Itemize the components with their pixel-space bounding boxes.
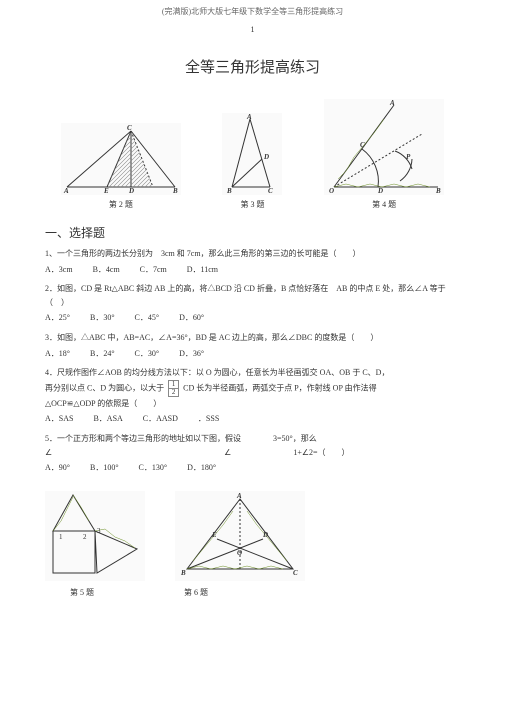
q5-options: A．90° B．100° C．130° D．180° [45,461,460,475]
svg-text:E: E [103,187,109,195]
section-1-title: 一、选择题 [45,224,505,241]
svg-text:D: D [263,153,269,161]
q4-text: 4．尺规作图作∠AOB 的均分线方法以下：以 O 为圆心，任意长为半径画弧交 O… [45,366,460,410]
q1-opt-d: D．11cm [187,265,218,274]
figure-6-svg: A B C E D O [175,491,305,581]
svg-text:2: 2 [83,533,87,541]
svg-text:O: O [329,187,334,195]
q5-text: 5．一个正方形和两个等边三角形的地址如以下图，假设 3=50°，那么 ∠ ∠ 1… [45,432,460,459]
svg-text:A: A [63,187,69,195]
q5-line-b: 3=50°，那么 [273,434,317,443]
q2-opt-d: D．60° [179,313,204,322]
questions-body: 1、一个三角形的两边长分别为 3cm 和 7cm，那么此三角形的第三边的长可能是… [0,247,505,475]
q4-opt-c: C．AASD [143,414,178,423]
q1-opt-b: B．4cm [93,265,120,274]
q3-text: 3．如图，△ABC 中，AB=AC，∠A=36°，BD 是 AC 边上的高，那么… [45,331,460,345]
fraction-half: 1 2 [168,380,179,397]
q4-opt-a: A．SAS [45,414,73,423]
q4-line-b: 再分别以点 C、D 为圆心，以大于 [45,383,164,392]
svg-text:A: A [236,492,242,500]
svg-text:3: 3 [97,527,101,535]
q5-opt-b: B．100° [90,463,119,472]
svg-text:O: O [237,549,242,557]
q4-line-a: 4．尺规作图作∠AOB 的均分线方法以下：以 O 为圆心，任意长为半径画弧交 O… [45,368,389,377]
svg-text:D: D [377,187,383,195]
q4-line-d: △OCP≌△ODP 的依照是（ ） [45,399,161,408]
svg-text:P: P [406,153,411,161]
q3-opt-b: B．24° [90,349,115,358]
q1-text: 1、一个三角形的两边长分别为 3cm 和 7cm，那么此三角形的第三边的长可能是… [45,247,460,261]
figures-row-bottom: 2 3 1 A B C E D O [0,481,505,581]
figure-4-svg: O B A C D P [324,99,444,195]
svg-text:E: E [211,531,217,539]
q5-pre1: ∠ [45,448,52,457]
q4-options: A．SAS B．ASA C．AASD ．SSS [45,412,460,426]
svg-text:A: A [389,99,395,107]
q4-line-c: CD 长为半径画弧，两弧交于点 P，作射线 OP 由作法得 [183,383,377,392]
figure-4: O B A C D P 第 4 题 [324,99,444,210]
figure-5-svg: 2 3 1 [45,491,145,581]
q3-opt-a: A．18° [45,349,70,358]
svg-text:A: A [246,113,252,121]
svg-text:C: C [293,569,298,577]
svg-text:D: D [262,531,268,539]
header-note: (完满版)北师大版七年级下数学全等三角形提高练习 [0,0,505,17]
figure-3: A B C D 第 3 题 [222,113,282,210]
figure-3-svg: A B C D [222,113,282,195]
q2-opt-a: A．25° [45,313,70,322]
figure-2: A D B C E 第 2 题 [61,123,181,210]
svg-text:B: B [435,187,441,195]
q1-options: A．3cm B．4cm C．7cm D．11cm [45,263,460,277]
q2-opt-b: B．30° [90,313,115,322]
q2-text: 2．如图，CD 是 Rt△ABC 斜边 AB 上的高，将△BCD 沿 CD 折叠… [45,282,460,309]
page-title: 全等三角形提高练习 [0,56,505,77]
q2-options: A．25° B．30° C．45° D．60° [45,311,460,325]
svg-text:B: B [226,187,232,195]
q5-line-c: 1+∠2=（ ） [293,448,349,457]
bottom-captions: 第 5 题 第 6 题 [0,581,505,598]
figure-5-caption: 第 5 题 [70,587,94,598]
figure-6-caption: 第 6 题 [184,587,208,598]
q4-opt-d: ．SSS [198,414,219,423]
q1-opt-a: A．3cm [45,265,73,274]
figure-2-caption: 第 2 题 [109,199,133,210]
svg-text:D: D [128,187,134,195]
q4-opt-b: B．ASA [93,414,122,423]
q5-opt-c: C．130° [139,463,168,472]
q5-line-a: 5．一个正方形和两个等边三角形的地址如以下图，假设 [45,434,241,443]
q5-pre2: ∠ [224,448,231,457]
fraction-bot: 2 [169,389,178,396]
figure-2-svg: A D B C E [61,123,181,195]
q3-opt-c: C．30° [135,349,160,358]
svg-text:B: B [180,569,186,577]
figure-3-caption: 第 3 题 [240,199,264,210]
svg-text:B: B [172,187,178,195]
page-number-top: 1 [0,25,505,34]
q5-opt-d: D．180° [187,463,216,472]
svg-text:C: C [360,141,365,149]
svg-text:C: C [268,187,273,195]
q2-opt-c: C．45° [135,313,160,322]
figures-row-top: A D B C E 第 2 题 A B C D 第 3 题 [0,99,505,210]
q5-opt-a: A．90° [45,463,70,472]
svg-text:C: C [127,124,132,132]
figure-4-caption: 第 4 题 [372,199,396,210]
q3-opt-d: D．36° [179,349,204,358]
svg-text:1: 1 [59,533,63,541]
q3-options: A．18° B．24° C．30° D．36° [45,347,460,361]
q1-opt-c: C．7cm [140,265,167,274]
